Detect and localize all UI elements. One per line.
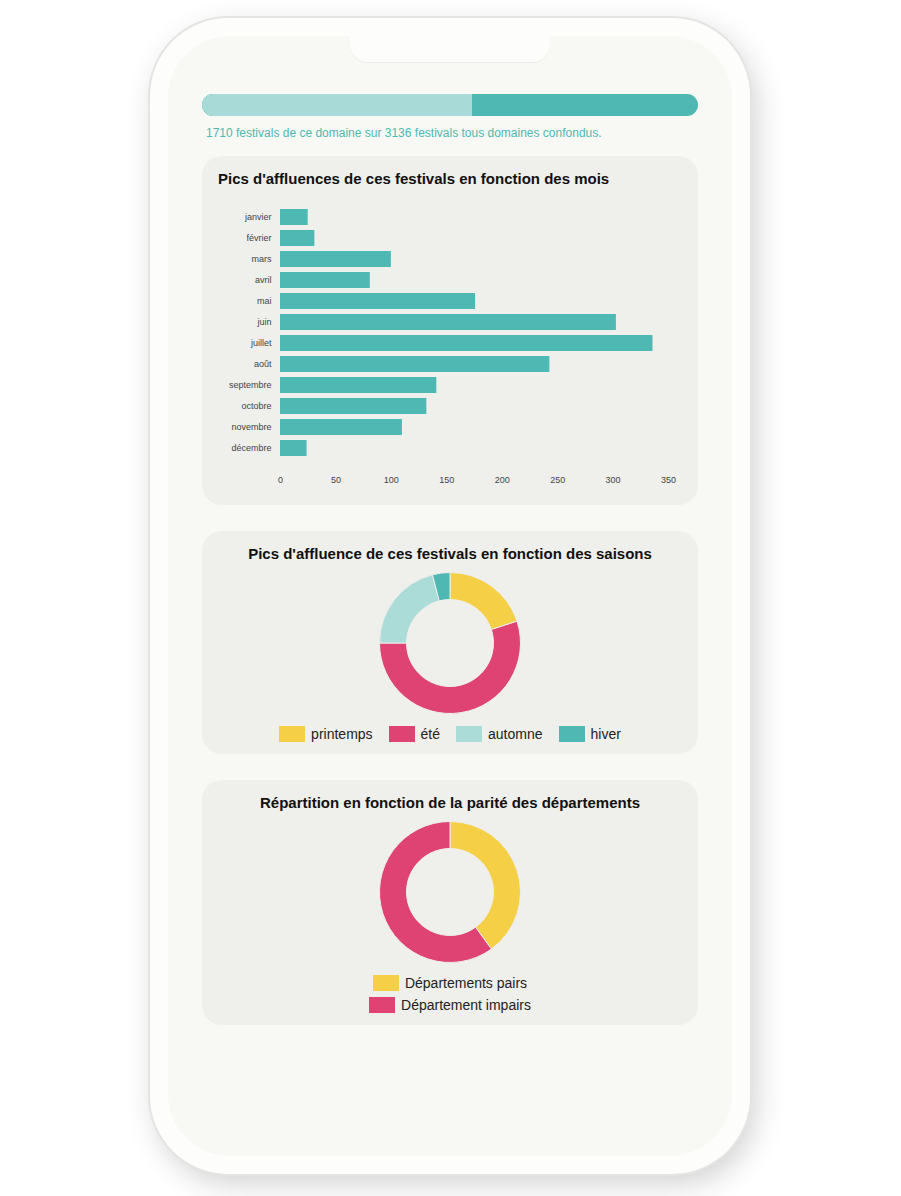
svg-text:août: août xyxy=(254,359,272,369)
html-text:automne: automne xyxy=(488,726,543,742)
svg-text:mai: mai xyxy=(257,296,272,306)
html-text:1710 festivals de ce domaine s: 1710 festivals de ce domaine sur 3136 fe… xyxy=(206,126,602,140)
svg-text:200: 200 xyxy=(495,475,510,485)
svg-text:février: février xyxy=(246,233,271,243)
svg-text:50: 50 xyxy=(331,475,341,485)
html-text:Pics d'affluences de ces festi: Pics d'affluences de ces festivals en fo… xyxy=(218,170,610,187)
svg-text:novembre: novembre xyxy=(231,422,271,432)
html-text:hiver: hiver xyxy=(590,726,621,742)
svg-text:150: 150 xyxy=(439,475,454,485)
svg-text:300: 300 xyxy=(606,475,621,485)
svg-text:juillet: juillet xyxy=(250,338,272,348)
svg-text:décembre: décembre xyxy=(231,443,271,453)
html-text:Pics d'affluence de ces festiv: Pics d'affluence de ces festivals en fon… xyxy=(248,545,652,562)
html-text:Départements pairs: Départements pairs xyxy=(404,975,528,991)
svg-text:0: 0 xyxy=(278,475,283,485)
svg-text:juin: juin xyxy=(256,317,271,327)
html-text:Répartition en fonction de la: Répartition en fonction de la parité des… xyxy=(260,794,640,811)
svg-text:avril: avril xyxy=(255,275,272,285)
html-text:été: été xyxy=(420,726,440,742)
svg-text:octobre: octobre xyxy=(241,401,271,411)
html-text:Département impairs: Département impairs xyxy=(401,997,531,1013)
svg-text:septembre: septembre xyxy=(229,380,272,390)
svg-text:janvier: janvier xyxy=(244,212,272,222)
svg-text:350: 350 xyxy=(661,475,676,485)
svg-text:100: 100 xyxy=(384,475,399,485)
svg-text:250: 250 xyxy=(550,475,565,485)
svg-text:mars: mars xyxy=(252,254,272,264)
html-text:printemps: printemps xyxy=(311,726,373,742)
